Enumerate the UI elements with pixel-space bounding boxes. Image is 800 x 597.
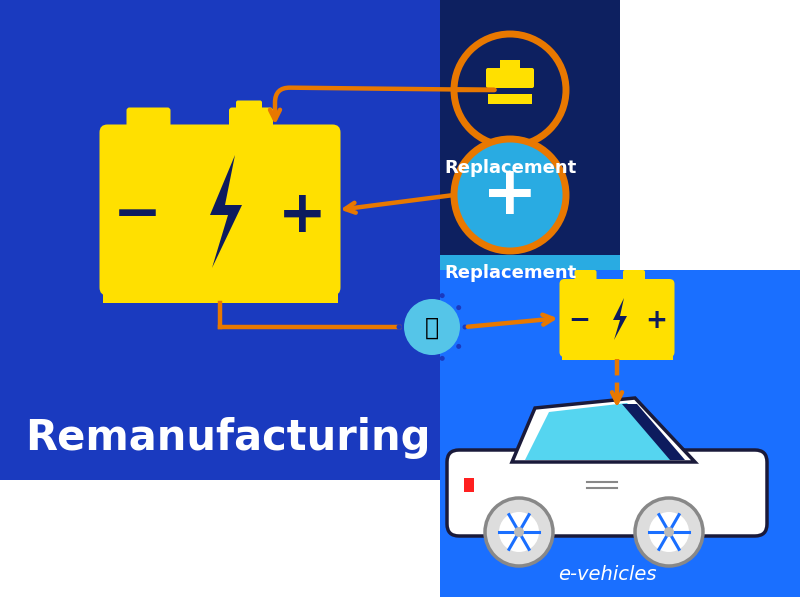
Circle shape xyxy=(454,34,566,146)
Text: +: + xyxy=(646,308,667,334)
Polygon shape xyxy=(622,404,685,460)
Circle shape xyxy=(454,139,566,251)
Text: −: − xyxy=(569,308,590,334)
Circle shape xyxy=(404,299,460,355)
Text: Replacement: Replacement xyxy=(444,159,576,177)
Bar xyxy=(464,478,474,492)
FancyBboxPatch shape xyxy=(559,279,674,357)
Bar xyxy=(102,290,338,303)
Circle shape xyxy=(649,512,689,552)
Text: Replacement: Replacement xyxy=(444,264,576,282)
Text: −: − xyxy=(113,186,162,244)
Polygon shape xyxy=(525,403,682,460)
Circle shape xyxy=(440,293,445,298)
Circle shape xyxy=(499,512,539,552)
Circle shape xyxy=(397,325,402,330)
Bar xyxy=(440,270,800,597)
Circle shape xyxy=(635,498,703,566)
Circle shape xyxy=(403,344,408,349)
Circle shape xyxy=(514,527,524,537)
Text: +: + xyxy=(482,162,538,228)
Circle shape xyxy=(440,356,445,361)
Circle shape xyxy=(462,325,467,330)
Bar xyxy=(500,60,520,70)
FancyBboxPatch shape xyxy=(99,125,341,296)
Text: +: + xyxy=(278,186,327,244)
Text: Remanufacturing: Remanufacturing xyxy=(25,417,430,459)
FancyBboxPatch shape xyxy=(574,270,597,286)
Circle shape xyxy=(456,305,461,310)
Polygon shape xyxy=(210,155,242,268)
Circle shape xyxy=(456,344,461,349)
Circle shape xyxy=(485,498,553,566)
Bar xyxy=(488,94,532,104)
FancyBboxPatch shape xyxy=(486,68,534,88)
Bar xyxy=(440,0,620,255)
FancyBboxPatch shape xyxy=(126,107,170,136)
Circle shape xyxy=(664,527,674,537)
FancyBboxPatch shape xyxy=(447,450,767,536)
Text: e-vehicles: e-vehicles xyxy=(558,565,656,584)
Bar xyxy=(0,0,440,480)
Bar xyxy=(440,255,620,455)
Polygon shape xyxy=(613,298,627,340)
Circle shape xyxy=(419,293,424,298)
FancyBboxPatch shape xyxy=(229,107,273,136)
Text: 🔧: 🔧 xyxy=(425,316,439,340)
Circle shape xyxy=(419,356,424,361)
Polygon shape xyxy=(512,398,695,462)
FancyBboxPatch shape xyxy=(623,270,645,286)
Bar xyxy=(562,353,673,360)
Circle shape xyxy=(403,305,408,310)
FancyBboxPatch shape xyxy=(236,100,262,116)
